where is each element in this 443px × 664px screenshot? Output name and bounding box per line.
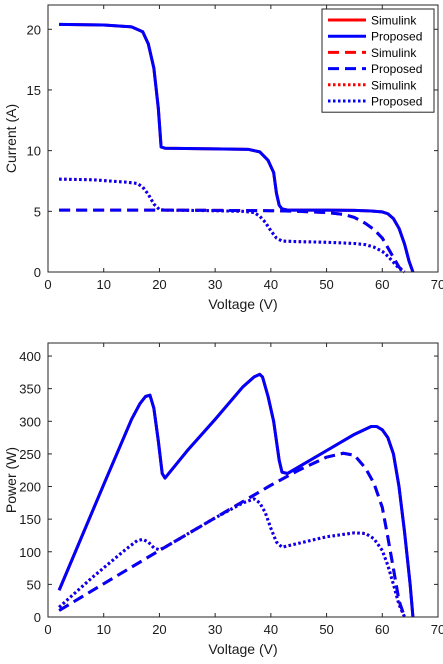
y-tick-label: 10 bbox=[27, 144, 41, 159]
power-voltage-chart: 0 10 20 30 40 50 60 70 0 50 100 150 200 250 300 350 400 V… bbox=[3, 342, 443, 657]
y-tick-label: 50 bbox=[27, 577, 41, 592]
current-voltage-chart: 0 10 20 30 40 50 60 70 0 5 10 15 20 Voltage (V) Curren… bbox=[3, 4, 443, 312]
x-tick-label: 30 bbox=[208, 277, 222, 292]
axes-frame bbox=[47, 342, 439, 618]
series-group bbox=[59, 22, 415, 274]
y-tick-label: 200 bbox=[19, 480, 41, 495]
y-tick-label: 350 bbox=[19, 382, 41, 397]
x-tick-label: 40 bbox=[264, 277, 278, 292]
y-tick-label: 150 bbox=[19, 512, 41, 527]
axes-frame bbox=[47, 4, 439, 273]
x-tick-label: 30 bbox=[208, 622, 222, 637]
x-tick-label: 0 bbox=[44, 277, 51, 292]
series-line-solid-blue bbox=[57, 372, 415, 618]
series-line-dash-blue bbox=[58, 451, 406, 618]
x-tick-label: 50 bbox=[319, 277, 333, 292]
y-tick-label: 0 bbox=[34, 610, 41, 625]
x-tick-label: 60 bbox=[375, 277, 389, 292]
legend-entry-label: Proposed bbox=[371, 62, 422, 76]
x-tick-label: 60 bbox=[375, 622, 389, 637]
x-tick-label: 50 bbox=[319, 622, 333, 637]
y-tick-label: 15 bbox=[27, 83, 41, 98]
x-axis-label: Voltage (V) bbox=[208, 641, 277, 657]
series-line-solid-blue bbox=[59, 22, 415, 273]
y-tick-label: 400 bbox=[19, 349, 41, 364]
y-tick-label: 100 bbox=[19, 545, 41, 560]
legend-entry-label: Simulink bbox=[371, 78, 417, 92]
legend: Simulink Proposed Simulink Proposed Simulink… bbox=[321, 8, 435, 113]
x-axis-label: Voltage (V) bbox=[208, 296, 277, 312]
legend-entry-label: Simulink bbox=[371, 46, 417, 60]
legend-entry-label: Simulink bbox=[371, 14, 417, 28]
series-line-dot-blue bbox=[59, 177, 406, 274]
x-tick-label: 10 bbox=[96, 277, 110, 292]
x-tick-label: 40 bbox=[264, 622, 278, 637]
y-tick-label: 300 bbox=[19, 414, 41, 429]
x-tick-label: 20 bbox=[152, 277, 166, 292]
x-tick-label: 70 bbox=[431, 277, 443, 292]
y-axis-label: Current (A) bbox=[3, 104, 19, 173]
x-tick-label: 20 bbox=[152, 622, 166, 637]
legend-entry-label: Proposed bbox=[371, 30, 422, 44]
y-tick-label: 20 bbox=[27, 22, 41, 37]
x-tick-label: 0 bbox=[44, 622, 51, 637]
x-tick-label: 70 bbox=[431, 622, 443, 637]
y-tick-label: 0 bbox=[34, 265, 41, 280]
y-axis-label: Power (W) bbox=[3, 447, 19, 513]
legend-entry-label: Proposed bbox=[371, 95, 422, 109]
y-tick-label: 250 bbox=[19, 447, 41, 462]
series-group bbox=[57, 372, 415, 618]
series-line-dot-blue bbox=[58, 497, 406, 618]
x-tick-label: 10 bbox=[96, 622, 110, 637]
legend-box bbox=[321, 8, 435, 113]
y-tick-label: 5 bbox=[34, 204, 41, 219]
